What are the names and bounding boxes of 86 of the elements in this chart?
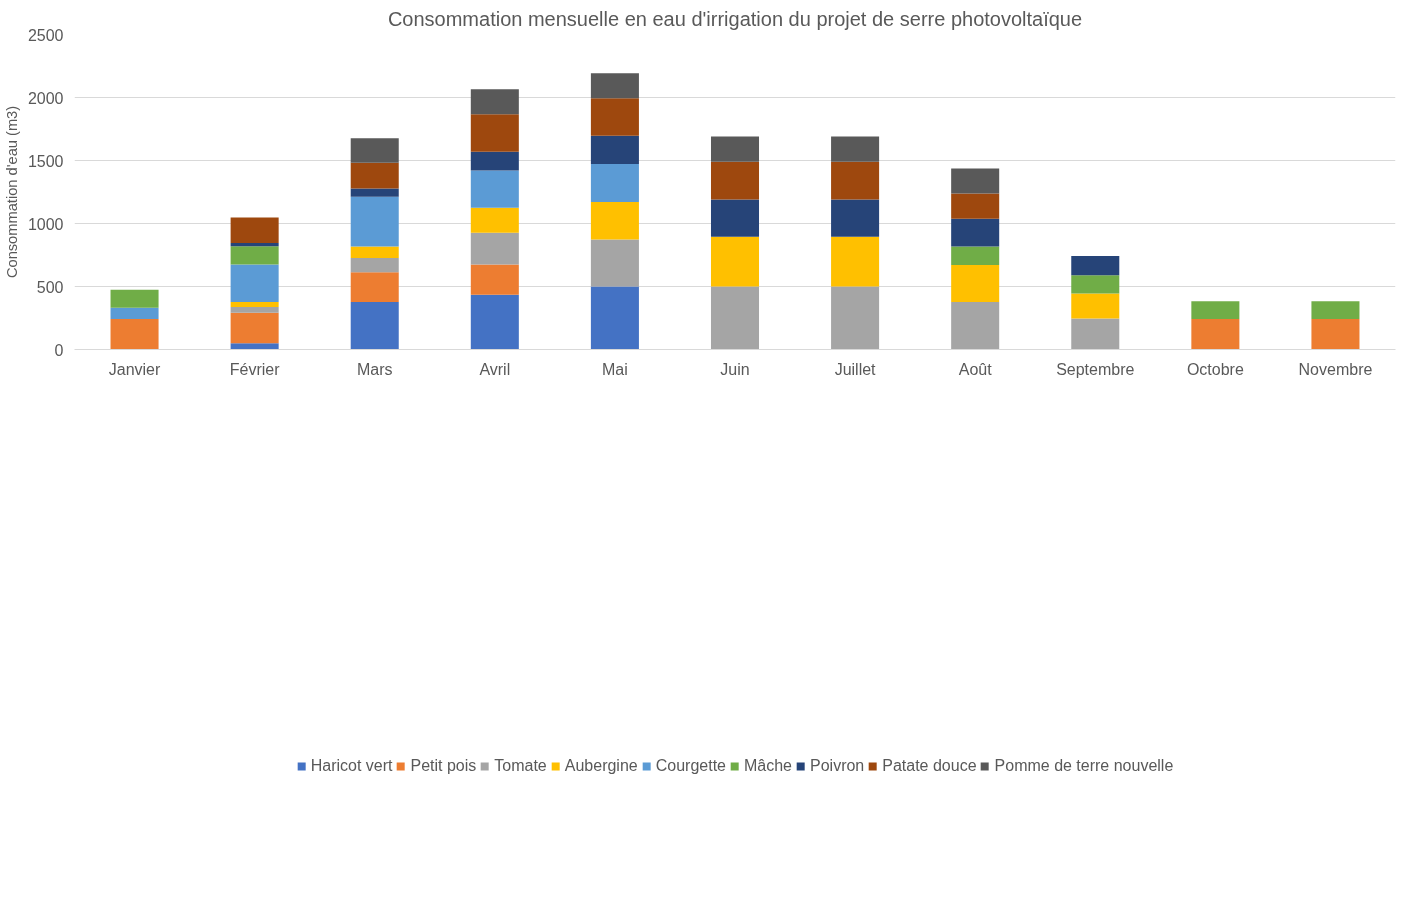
bar xyxy=(470,151,519,171)
legend-label: Haricot vert xyxy=(310,756,393,775)
bar xyxy=(230,217,279,243)
bar xyxy=(350,272,399,303)
bar xyxy=(951,246,1000,265)
bar xyxy=(831,236,880,287)
bar xyxy=(710,286,760,350)
legend-label: Pomme de terre nouvelle xyxy=(994,756,1174,775)
legend-label: Tomate xyxy=(494,756,547,775)
bar xyxy=(710,236,760,287)
bar xyxy=(470,114,519,152)
legend-label: Poivron xyxy=(810,756,865,775)
bar xyxy=(470,89,519,115)
bar xyxy=(710,136,760,162)
x-tick-label: Mars xyxy=(356,360,393,378)
chart-title: Consommation mensuelle en eau d'irrigation du projet de serre photovoltaïque xyxy=(387,7,1083,30)
bar xyxy=(230,343,279,350)
bar xyxy=(1071,293,1120,319)
bar xyxy=(1311,318,1360,350)
x-tick-label: Juillet xyxy=(834,360,877,378)
y-tick-label: 1500 xyxy=(27,152,64,170)
bar xyxy=(110,289,159,308)
bar xyxy=(1071,318,1120,350)
bar xyxy=(951,264,1000,303)
legend-label: Courgette xyxy=(655,756,726,775)
bar xyxy=(1191,301,1240,319)
bar xyxy=(230,246,279,265)
x-tick-label: Mai xyxy=(602,360,628,378)
bar xyxy=(710,161,760,200)
bar xyxy=(831,286,880,350)
bar xyxy=(590,163,639,202)
bar xyxy=(350,138,399,163)
x-tick-label: Octobre xyxy=(1186,360,1244,378)
bar xyxy=(230,242,279,247)
x-tick-label: Août xyxy=(958,360,993,378)
y-tick-label: 2000 xyxy=(27,89,64,107)
bar xyxy=(951,193,1000,219)
bar xyxy=(710,199,760,237)
bar xyxy=(350,162,399,189)
bar xyxy=(230,264,279,303)
bar xyxy=(1191,318,1240,350)
x-tick-label: Juin xyxy=(720,360,750,378)
bar xyxy=(110,307,159,319)
bar xyxy=(1311,301,1360,319)
y-tick-label: 2500 xyxy=(27,26,64,44)
y-tick-label: 1000 xyxy=(27,215,64,233)
legend-label: Petit pois xyxy=(410,756,477,775)
bar xyxy=(350,302,399,350)
bar xyxy=(230,312,279,344)
bar xyxy=(951,218,1000,247)
legend-label: Patate douce xyxy=(882,756,977,775)
bar xyxy=(831,199,880,237)
bar xyxy=(951,168,1000,194)
bar xyxy=(951,302,1000,350)
x-tick-label: Avril xyxy=(479,360,511,378)
bar xyxy=(470,264,519,295)
y-tick-label: 500 xyxy=(36,278,64,296)
bar xyxy=(590,239,639,287)
bar xyxy=(590,73,639,99)
y-axis-title: Consommation d'eau (m3) xyxy=(3,105,20,279)
bar xyxy=(590,286,639,350)
bar xyxy=(590,201,639,240)
bar xyxy=(590,98,639,136)
bar xyxy=(470,207,519,233)
bar xyxy=(350,196,399,247)
bar xyxy=(831,161,880,200)
x-tick-label: Novembre xyxy=(1298,360,1373,378)
y-tick-label: 0 xyxy=(54,341,64,359)
bar xyxy=(1071,256,1120,276)
bar xyxy=(1071,275,1120,294)
bar xyxy=(470,232,519,265)
x-tick-label: Septembre xyxy=(1056,360,1135,378)
bar xyxy=(350,258,399,273)
bar xyxy=(230,302,279,308)
bar xyxy=(470,294,519,350)
bar xyxy=(230,307,279,313)
legend-label: Aubergine xyxy=(564,756,638,775)
bar xyxy=(470,170,519,208)
bar xyxy=(350,188,399,197)
bar xyxy=(350,246,399,259)
x-tick-label: Février xyxy=(229,360,281,378)
legend-label: Mâche xyxy=(743,756,793,775)
bar xyxy=(831,136,880,162)
bar xyxy=(110,318,159,350)
bar xyxy=(590,135,639,164)
x-tick-label: Janvier xyxy=(108,360,162,378)
